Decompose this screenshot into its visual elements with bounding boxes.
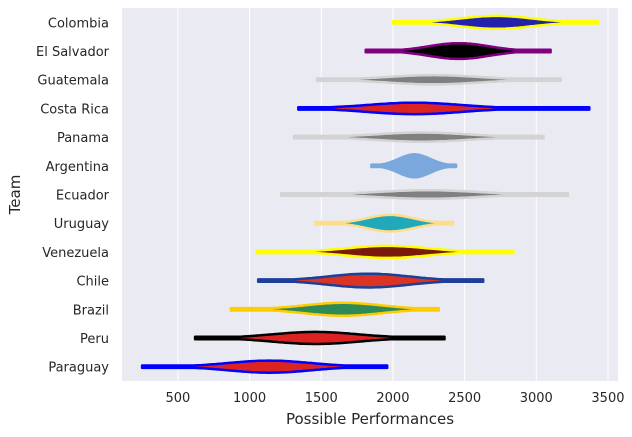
violin-ecuador	[279, 188, 570, 201]
y-tick-label: Guatemala	[37, 74, 109, 89]
x-tick-label: 3500	[591, 391, 624, 406]
y-tick-label: Venezuela	[42, 246, 109, 261]
violin-costa-rica	[297, 101, 591, 116]
y-tick-labels: Colombia El Salvador Guatemala Costa Rica Pa…	[36, 16, 110, 375]
x-tick-labels: 500 1000 1500 2000 2500 3000 3500	[165, 391, 624, 406]
y-tick-label: Costa Rica	[40, 102, 109, 117]
y-tick-label: El Salvador	[36, 45, 110, 60]
y-tick-label: Ecuador	[56, 189, 110, 204]
y-tick-label: Uruguay	[54, 217, 110, 232]
y-tick-label: Chile	[76, 275, 109, 290]
x-tick-label: 500	[165, 391, 190, 406]
y-tick-label: Brazil	[73, 303, 109, 318]
violin-guatemala	[315, 73, 562, 86]
x-tick-label: 2500	[448, 391, 481, 406]
violin-el-salvador	[364, 41, 552, 61]
x-tick-label: 2000	[376, 391, 409, 406]
violin-chile	[256, 272, 485, 289]
violin-brazil	[229, 301, 441, 317]
violins	[140, 14, 600, 374]
x-tick-label: 3000	[520, 391, 553, 406]
y-tick-label: Paraguay	[48, 361, 109, 376]
violin-paraguay	[140, 359, 389, 374]
x-tick-label: 1500	[305, 391, 338, 406]
violin-venezuela	[255, 244, 515, 260]
violin-colombia	[391, 14, 600, 31]
y-tick-label: Colombia	[48, 16, 109, 31]
y-tick-label: Argentina	[46, 160, 109, 175]
x-axis-label: Possible Performances	[286, 410, 454, 428]
violin-panama	[292, 131, 545, 143]
violin-uruguay	[314, 213, 455, 233]
y-axis-label: Team	[6, 175, 24, 216]
violin-peru	[193, 330, 446, 346]
y-tick-label: Peru	[80, 332, 109, 347]
x-tick-label: 1000	[233, 391, 266, 406]
y-tick-label: Panama	[57, 131, 109, 146]
violin-argentina	[370, 153, 458, 179]
